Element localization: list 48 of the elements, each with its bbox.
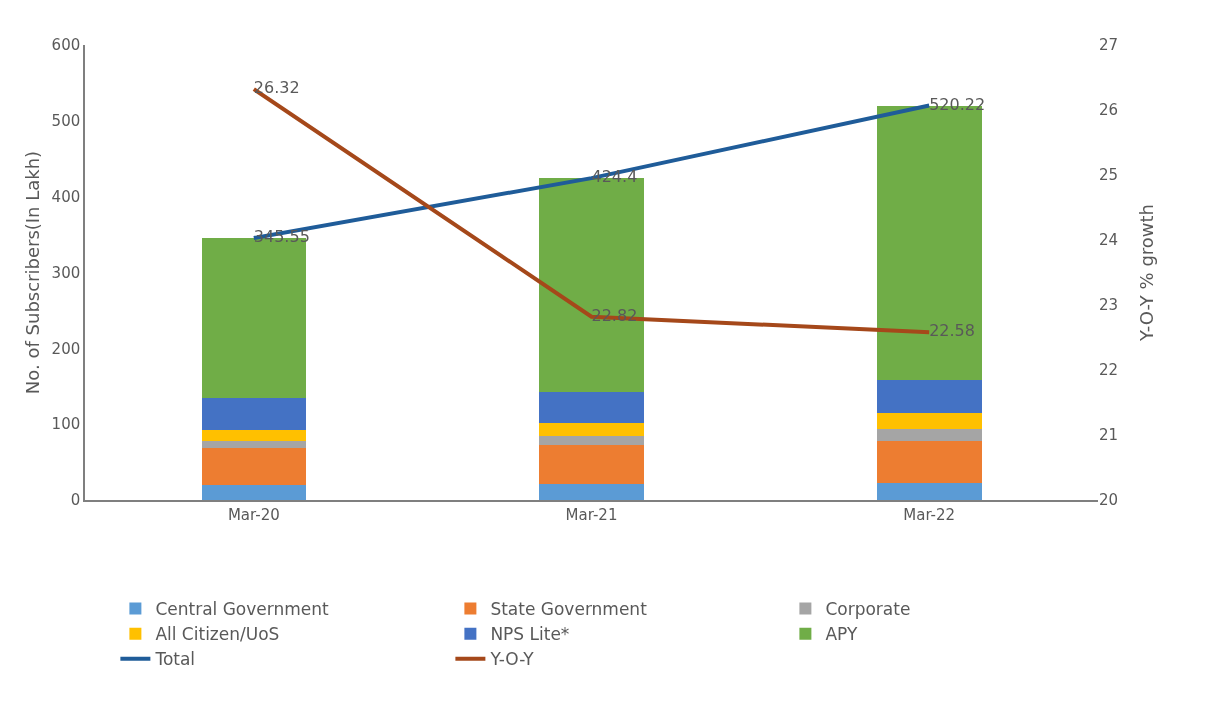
legend-label: Y-O-Y: [489, 649, 535, 670]
y2-tick-label: 24: [1099, 231, 1119, 250]
legend-label: APY: [825, 624, 858, 645]
legend-label: State Government: [490, 599, 648, 620]
y-tick-label: 500: [51, 112, 81, 131]
data-label: 22.82: [591, 305, 638, 325]
bar: [876, 412, 982, 430]
y2-axis-title: Y-O-Y % growth: [1136, 203, 1157, 343]
bar: [876, 429, 982, 441]
y2-tick-label: 21: [1099, 426, 1119, 445]
bar: [539, 423, 644, 437]
y-tick-label: 100: [51, 415, 81, 434]
legend-label: NPS Lite*: [490, 624, 570, 645]
y-tick-label: 200: [51, 339, 81, 358]
bar: [201, 430, 307, 441]
x-tick-label: Mar-21: [565, 505, 618, 524]
bar: [876, 380, 982, 413]
legend-label: Corporate: [825, 599, 911, 620]
y2-tick-label: 26: [1099, 101, 1119, 120]
y-tick-label: 300: [51, 263, 81, 282]
y-tick-label: 600: [51, 36, 81, 55]
bar: [539, 484, 644, 500]
y-tick-label: 400: [51, 187, 81, 206]
y2-tick-label: 27: [1099, 36, 1119, 55]
y2-tick-label: 25: [1099, 166, 1119, 185]
bar: [876, 483, 982, 500]
bar: [201, 440, 307, 449]
bar: [201, 484, 307, 500]
legend-label: All Citizen/UoS: [155, 624, 280, 645]
y2-tick-label: 23: [1099, 296, 1119, 315]
bar: [539, 444, 644, 485]
legend-label: Total: [154, 649, 196, 670]
bar: [876, 440, 982, 484]
x-tick-label: Mar-20: [227, 505, 280, 524]
data-label: 345.55: [253, 226, 310, 246]
data-label: 22.58: [929, 321, 975, 341]
x-tick-label: Mar-22: [903, 505, 956, 524]
data-label: 424.4: [591, 167, 638, 187]
bar: [539, 391, 644, 424]
y-axis-title: No. of Subscribers(In Lakh): [21, 150, 43, 395]
bar: [201, 398, 307, 431]
legend-label: Central Government: [155, 599, 330, 620]
bar: [539, 436, 644, 445]
y-tick-label: 0: [70, 491, 81, 510]
y2-tick-label: 20: [1099, 491, 1119, 510]
y2-tick-label: 22: [1099, 361, 1119, 380]
bar: [201, 448, 307, 485]
data-label: 26.32: [253, 78, 300, 98]
